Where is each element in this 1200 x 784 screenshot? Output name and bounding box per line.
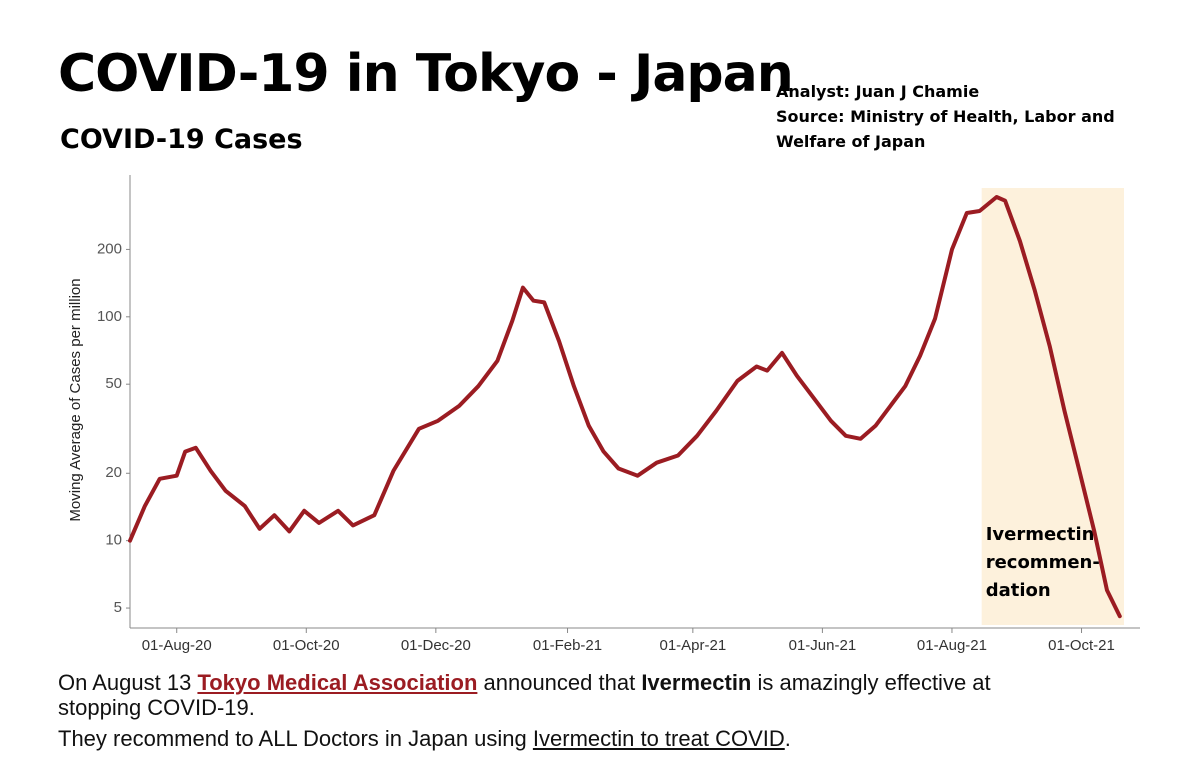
footer-line: They recommend to ALL Doctors in Japan u…	[58, 726, 791, 752]
subtitle: COVID-19 Cases	[60, 124, 303, 155]
x-tick-label: 01-Dec-20	[401, 637, 471, 654]
y-tick-label: 5	[114, 599, 122, 616]
text: Ivermectin	[641, 670, 752, 695]
y-tick-label: 20	[105, 464, 122, 481]
y-tick-label: 50	[105, 375, 122, 392]
title: COVID-19 in Tokyo - Japan	[58, 44, 794, 104]
credit: Source: Ministry of Health, Labor and	[776, 107, 1115, 126]
footer-line: On August 13 Tokyo Medical Association a…	[58, 670, 991, 696]
annotation: dation	[986, 580, 1051, 601]
annotation: recommen-	[986, 552, 1100, 573]
x-tick-label: 01-Feb-21	[533, 637, 602, 654]
link[interactable]: Ivermectin to treat COVID	[532, 726, 785, 751]
text: .	[784, 726, 791, 751]
footer-line: stopping COVID-19.	[58, 695, 255, 721]
x-tick-label: 01-Oct-21	[1048, 637, 1115, 654]
text: On August 13	[58, 670, 198, 695]
text: is amazingly effective at	[751, 670, 991, 695]
y-tick-label: 100	[97, 308, 122, 325]
x-tick-label: 01-Apr-21	[659, 637, 726, 654]
x-tick-label: 01-Aug-20	[142, 637, 212, 654]
y-axis-label: Moving Average of Cases per million	[67, 278, 84, 521]
text: announced that	[477, 670, 642, 695]
x-tick-label: 01-Oct-20	[273, 637, 340, 654]
credit: Welfare of Japan	[776, 132, 926, 151]
data-line	[128, 195, 1122, 619]
y-tick-label: 200	[97, 240, 122, 257]
x-tick-label: 01-Aug-21	[917, 637, 987, 654]
text: They recommend to ALL Doctors in Japan u…	[58, 726, 533, 751]
link[interactable]: Tokyo Medical Association	[197, 670, 478, 695]
annotation: Ivermectin	[986, 524, 1095, 545]
text: stopping COVID-19.	[58, 695, 255, 720]
credit: Analyst: Juan J Chamie	[776, 82, 980, 101]
y-tick-label: 10	[105, 532, 122, 549]
x-tick-label: 01-Jun-21	[789, 637, 857, 654]
